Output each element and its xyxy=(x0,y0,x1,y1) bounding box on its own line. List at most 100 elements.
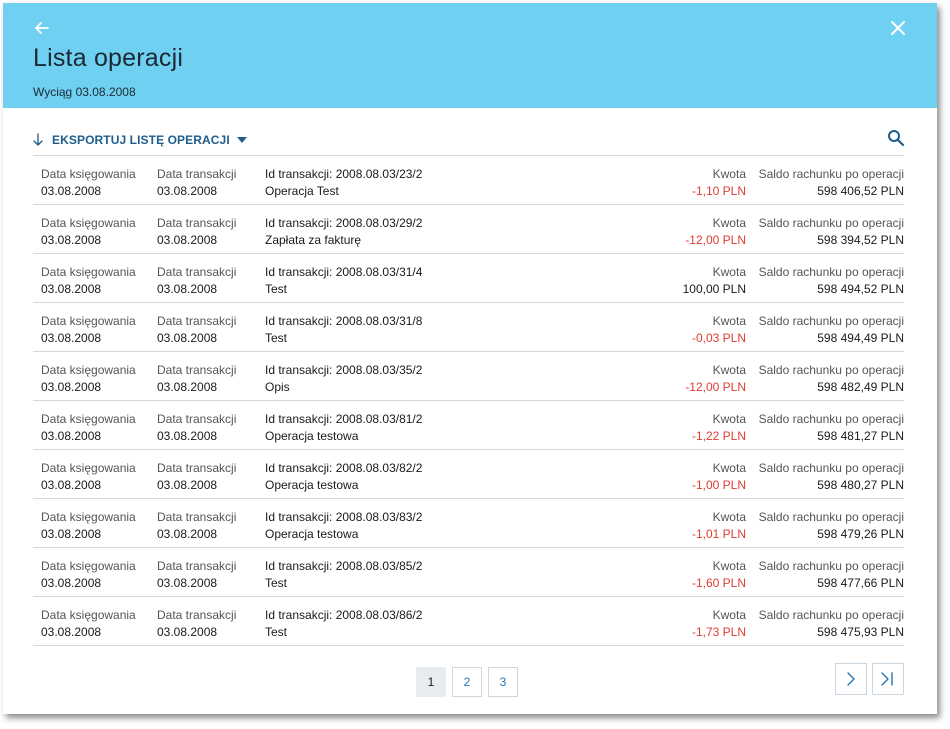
table-row[interactable]: Data księgowania 03.08.2008 Data transakcj… xyxy=(33,205,904,254)
page-title: Lista operacji xyxy=(33,44,184,72)
transaction-date-label: Data transakcji xyxy=(157,363,237,377)
amount-value: -1,01 PLN xyxy=(691,527,746,541)
booking-date-cell: Data księgowania 03.08.2008 xyxy=(41,460,136,494)
transaction-description: Test xyxy=(265,282,288,296)
balance-value: 598 477,66 PLN xyxy=(817,576,904,590)
booking-date-cell: Data księgowania 03.08.2008 xyxy=(41,166,136,200)
transaction-date-label: Data transakcji xyxy=(157,461,237,475)
booking-date-value: 03.08.2008 xyxy=(41,282,102,296)
amount-value: 100,00 PLN xyxy=(682,282,746,296)
amount-label: Kwota xyxy=(712,314,746,328)
search-button[interactable] xyxy=(887,129,905,147)
transaction-date-label: Data transakcji xyxy=(157,559,237,573)
transaction-id: Id transakcji: 2008.08.03/81/2 xyxy=(265,412,423,426)
amount-value: -12,00 PLN xyxy=(685,233,746,247)
table-row[interactable]: Data księgowania 03.08.2008 Data transakcj… xyxy=(33,352,904,401)
next-page-button[interactable] xyxy=(835,663,867,695)
table-row[interactable]: Data księgowania 03.08.2008 Data transakcj… xyxy=(33,303,904,352)
transaction-description: Opis xyxy=(265,380,290,394)
balance-value: 598 406,52 PLN xyxy=(817,184,904,198)
balance-value: 598 482,49 PLN xyxy=(817,380,904,394)
page-button-2[interactable]: 2 xyxy=(452,667,482,697)
table-row[interactable]: Data księgowania 03.08.2008 Data transakcj… xyxy=(33,156,904,205)
amount-label: Kwota xyxy=(712,608,746,622)
booking-date-cell: Data księgowania 03.08.2008 xyxy=(41,313,136,347)
transaction-date-value: 03.08.2008 xyxy=(157,576,218,590)
balance-cell: Saldo rachunku po operacji 598 477,66 PLN xyxy=(759,558,904,592)
booking-date-cell: Data księgowania 03.08.2008 xyxy=(41,362,136,396)
search-icon xyxy=(888,130,905,147)
page-button-1[interactable]: 1 xyxy=(416,667,446,697)
transaction-info-cell: Id transakcji: 2008.08.03/35/2 Opis xyxy=(265,362,422,396)
transaction-date-cell: Data transakcji 03.08.2008 xyxy=(157,264,236,298)
booking-date-cell: Data księgowania 03.08.2008 xyxy=(41,264,136,298)
operations-list: Data księgowania 03.08.2008 Data transakcj… xyxy=(33,155,904,646)
operations-dialog: Lista operacji Wyciąg 03.08.2008 EKSPORT… xyxy=(3,3,937,714)
table-row[interactable]: Data księgowania 03.08.2008 Data transakcj… xyxy=(33,499,904,548)
booking-date-value: 03.08.2008 xyxy=(41,429,102,443)
table-row[interactable]: Data księgowania 03.08.2008 Data transakcj… xyxy=(33,548,904,597)
booking-date-label: Data księgowania xyxy=(41,559,136,573)
dialog-header: Lista operacji Wyciąg 03.08.2008 xyxy=(3,3,937,108)
transaction-date-value: 03.08.2008 xyxy=(157,233,218,247)
amount-cell: Kwota -12,00 PLN xyxy=(685,215,746,249)
close-button[interactable] xyxy=(887,17,909,39)
balance-value: 598 494,49 PLN xyxy=(817,331,904,345)
transaction-date-value: 03.08.2008 xyxy=(157,331,218,345)
transaction-id: Id transakcji: 2008.08.03/86/2 xyxy=(265,608,423,622)
booking-date-label: Data księgowania xyxy=(41,510,136,524)
transaction-description: Test xyxy=(265,576,288,590)
amount-cell: Kwota -1,22 PLN xyxy=(692,411,746,445)
transaction-date-value: 03.08.2008 xyxy=(157,478,218,492)
table-row[interactable]: Data księgowania 03.08.2008 Data transakcj… xyxy=(33,401,904,450)
booking-date-value: 03.08.2008 xyxy=(41,478,102,492)
transaction-info-cell: Id transakcji: 2008.08.03/29/2 Zapłata za… xyxy=(265,215,422,249)
balance-label: Saldo rachunku po operacji xyxy=(758,363,904,377)
transaction-date-label: Data transakcji xyxy=(157,314,237,328)
last-page-button[interactable] xyxy=(872,663,904,695)
amount-cell: Kwota -0,03 PLN xyxy=(692,313,746,347)
booking-date-cell: Data księgowania 03.08.2008 xyxy=(41,607,136,641)
booking-date-cell: Data księgowania 03.08.2008 xyxy=(41,411,136,445)
transaction-date-value: 03.08.2008 xyxy=(157,282,218,296)
transaction-description: Test xyxy=(265,625,288,639)
table-row[interactable]: Data księgowania 03.08.2008 Data transakcj… xyxy=(33,597,904,646)
booking-date-value: 03.08.2008 xyxy=(41,527,102,541)
transaction-id: Id transakcji: 2008.08.03/23/2 xyxy=(265,167,423,181)
export-operations-button[interactable]: EKSPORTUJ LISTĘ OPERACJI xyxy=(32,131,247,149)
amount-label: Kwota xyxy=(712,363,746,377)
back-button[interactable] xyxy=(31,17,53,39)
transaction-date-label: Data transakcji xyxy=(157,265,237,279)
balance-label: Saldo rachunku po operacji xyxy=(758,167,904,181)
balance-cell: Saldo rachunku po operacji 598 494,52 PLN xyxy=(759,264,904,298)
booking-date-label: Data księgowania xyxy=(41,412,136,426)
page-button-3[interactable]: 3 xyxy=(488,667,518,697)
transaction-date-label: Data transakcji xyxy=(157,216,237,230)
amount-value: -1,73 PLN xyxy=(691,625,746,639)
transaction-info-cell: Id transakcji: 2008.08.03/81/2 Operacja t… xyxy=(265,411,422,445)
balance-value: 598 479,26 PLN xyxy=(817,527,904,541)
transaction-info-cell: Id transakcji: 2008.08.03/82/2 Operacja t… xyxy=(265,460,422,494)
balance-label: Saldo rachunku po operacji xyxy=(758,461,904,475)
amount-cell: Kwota -1,01 PLN xyxy=(692,509,746,543)
balance-cell: Saldo rachunku po operacji 598 406,52 PLN xyxy=(759,166,904,200)
table-row[interactable]: Data księgowania 03.08.2008 Data transakcj… xyxy=(33,450,904,499)
transaction-date-cell: Data transakcji 03.08.2008 xyxy=(157,313,236,347)
transaction-date-cell: Data transakcji 03.08.2008 xyxy=(157,509,236,543)
transaction-description: Zapłata za fakturę xyxy=(265,233,362,247)
transaction-info-cell: Id transakcji: 2008.08.03/85/2 Test xyxy=(265,558,422,592)
transaction-id: Id transakcji: 2008.08.03/31/4 xyxy=(265,265,423,279)
balance-value: 598 475,93 PLN xyxy=(817,625,904,639)
transaction-info-cell: Id transakcji: 2008.08.03/83/2 Operacja t… xyxy=(265,509,422,543)
balance-cell: Saldo rachunku po operacji 598 481,27 PLN xyxy=(759,411,904,445)
transaction-info-cell: Id transakcji: 2008.08.03/86/2 Test xyxy=(265,607,422,641)
transaction-description: Operacja testowa xyxy=(265,527,359,541)
amount-label: Kwota xyxy=(712,167,746,181)
balance-label: Saldo rachunku po operacji xyxy=(758,216,904,230)
table-row[interactable]: Data księgowania 03.08.2008 Data transakcj… xyxy=(33,254,904,303)
amount-cell: Kwota -1,73 PLN xyxy=(692,607,746,641)
transaction-date-cell: Data transakcji 03.08.2008 xyxy=(157,558,236,592)
amount-value: -1,60 PLN xyxy=(691,576,746,590)
booking-date-label: Data księgowania xyxy=(41,167,136,181)
transaction-date-value: 03.08.2008 xyxy=(157,380,218,394)
